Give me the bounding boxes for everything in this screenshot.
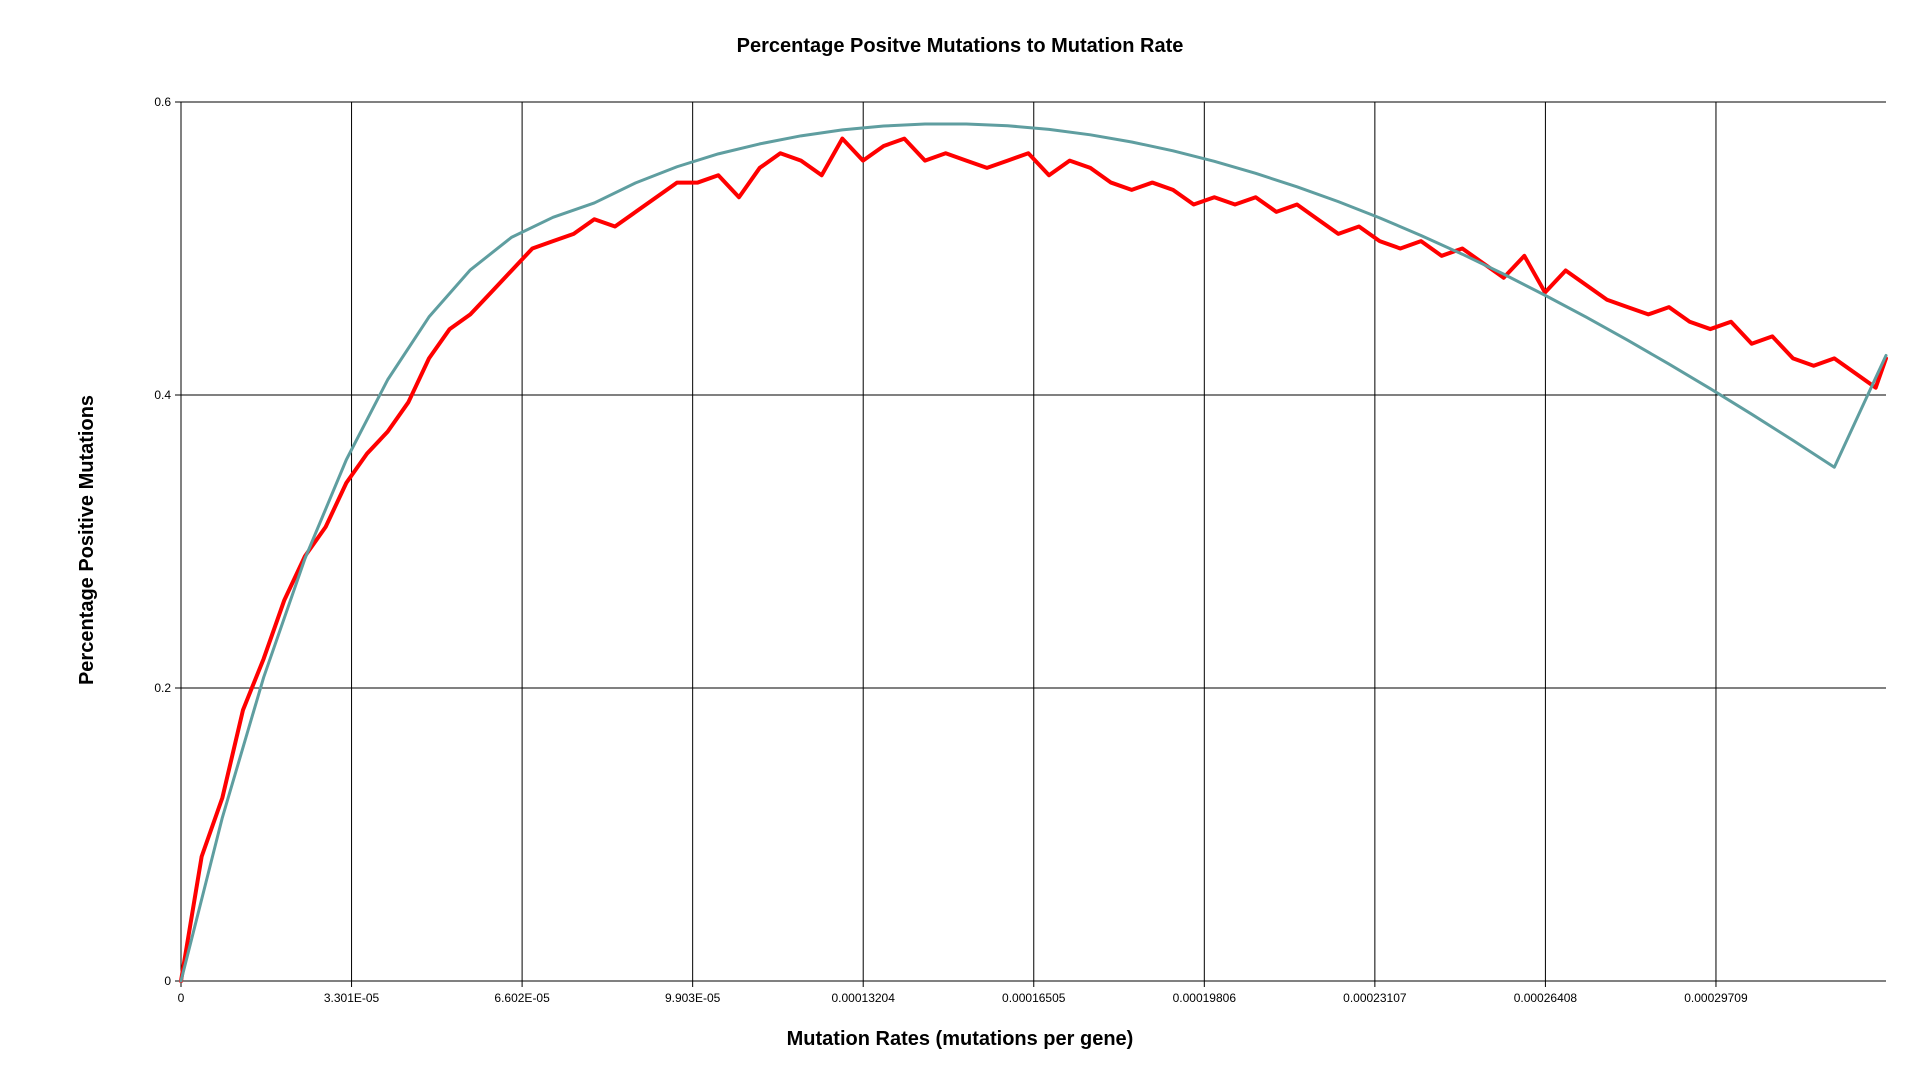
x-axis-label: Mutation Rates (mutations per gene) xyxy=(787,1028,1134,1050)
grid-lines xyxy=(181,101,1886,981)
x-tick-label: 6.602E-05 xyxy=(494,991,550,1005)
y-tick-label: 0.2 xyxy=(154,681,171,695)
y-tick-label: 0 xyxy=(164,974,171,988)
x-tick-label: 0.00023107 xyxy=(1343,991,1407,1005)
x-tick-label: 0.00013204 xyxy=(832,991,896,1005)
chart-title: Percentage Positve Mutations to Mutation… xyxy=(737,35,1184,57)
x-tick-label: 0.00016505 xyxy=(1002,991,1066,1005)
y-axis-label: Percentage Positive Mutations xyxy=(76,395,98,685)
y-tick-label: 0.6 xyxy=(154,95,171,109)
x-tick-label: 0.00029709 xyxy=(1684,991,1748,1005)
x-tick-label: 0.00019806 xyxy=(1173,991,1237,1005)
x-tick-label: 9.903E-05 xyxy=(665,991,721,1005)
series-lines xyxy=(179,122,1888,983)
x-tick-label: 0.00026408 xyxy=(1514,991,1578,1005)
x-tick-label: 0 xyxy=(178,991,185,1005)
tick-labels: 0 3.301E-05 6.602E-05 9.903E-05 0.00013204 0.… xyxy=(154,95,1748,1005)
series-line-observed xyxy=(179,136,1888,983)
axes xyxy=(175,101,1886,987)
series-line-fit xyxy=(179,122,1888,983)
y-tick-label: 0.4 xyxy=(154,388,171,402)
x-tick-label: 3.301E-05 xyxy=(324,991,380,1005)
